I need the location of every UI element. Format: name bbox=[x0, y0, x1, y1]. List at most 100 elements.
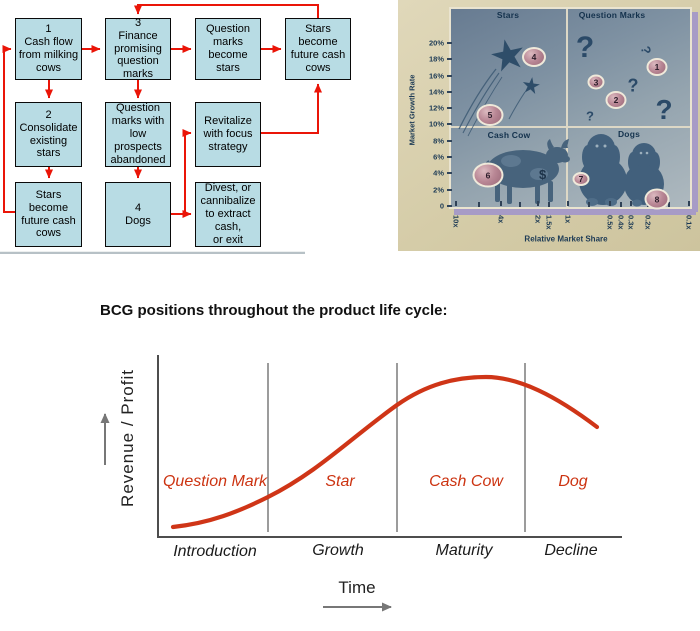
flow-box-dogs: 4 Dogs bbox=[105, 182, 171, 247]
y-tick: 12% bbox=[428, 103, 444, 113]
y-tick: 14% bbox=[428, 87, 444, 97]
bubble-4: 4 bbox=[522, 47, 546, 67]
flow-box-label: 1 Cash flow from milking cows bbox=[18, 23, 79, 74]
flow-box-label: Revitalize with focus strategy bbox=[203, 115, 253, 153]
x-tick: 0.3x bbox=[626, 215, 636, 230]
y-tick-mark bbox=[447, 189, 452, 191]
flow-box-label: 4 Dogs bbox=[125, 201, 151, 227]
y-tick-mark bbox=[447, 75, 452, 77]
flow-box-label: Stars become future cash cows bbox=[21, 188, 76, 240]
bcg-matrix-image: $ bbox=[398, 0, 700, 251]
bubble-label: 3 bbox=[593, 77, 599, 87]
flow-box-finance-question-marks: 3 Finance promising question marks bbox=[105, 16, 171, 81]
x-tick: 1.5x bbox=[544, 215, 554, 230]
y-tick: 0 bbox=[439, 201, 444, 211]
y-tick: 20% bbox=[428, 38, 444, 48]
x-tick-mark bbox=[548, 202, 550, 207]
y-tick-mark bbox=[447, 205, 452, 207]
x-tick: 1x bbox=[563, 215, 573, 224]
dollar-sign-on-cow: $ bbox=[539, 167, 547, 182]
y-tick-mark bbox=[447, 42, 452, 44]
arrow-top-loop bbox=[134, 4, 319, 18]
x-tick: 0.5x bbox=[605, 215, 615, 230]
question-mark-glyph: ? bbox=[575, 31, 595, 64]
flow-box-label: 2 Consolidate existing stars bbox=[19, 108, 78, 160]
y-tick-mark bbox=[447, 123, 452, 125]
y-tick: 16% bbox=[428, 71, 444, 81]
flow-box-label: Question marks with low prospects abando… bbox=[110, 102, 166, 166]
stage-label-cash-cow: Cash Cow bbox=[429, 473, 503, 490]
bubble-3: 3 bbox=[587, 74, 605, 90]
flow-box-label: 3 Finance promising question marks bbox=[114, 16, 162, 81]
x-tick-mark bbox=[609, 201, 611, 206]
star-icon-small bbox=[522, 77, 540, 94]
stage-label-star: Star bbox=[325, 473, 355, 490]
quadrant-title-stars: Stars bbox=[496, 10, 520, 20]
market-growth-rate-label: Market Growth Rate bbox=[407, 74, 417, 146]
phase-label-maturity: Maturity bbox=[435, 542, 493, 559]
flow-box-question-marks-become-stars: Question marks become stars bbox=[195, 18, 261, 80]
x-tick-mark bbox=[500, 201, 502, 206]
y-tick-mark bbox=[447, 107, 452, 109]
flow-box-stars-future-cash-cows-top: Stars become future cash cows bbox=[285, 18, 351, 80]
lifecycle-curve bbox=[170, 374, 600, 530]
flow-box-divest-exit: Divest, or cannibalize to extract cash, … bbox=[195, 182, 261, 247]
flow-box-label: Stars become future cash cows bbox=[290, 23, 346, 74]
flow-box-label: Divest, or cannibalize to extract cash, … bbox=[200, 182, 256, 246]
stage-label-question-mark: Question Mark bbox=[162, 473, 268, 490]
cow-icon bbox=[482, 139, 570, 204]
quadrant-divider-horizontal bbox=[451, 126, 690, 128]
bubble-8: 8 bbox=[644, 188, 670, 210]
x-tick-mark bbox=[630, 201, 632, 206]
flow-box-cash-flow-milking-cows: 1 Cash flow from milking cows bbox=[15, 18, 82, 80]
y-tick-mark bbox=[447, 156, 452, 158]
bubble-label: 6 bbox=[485, 170, 491, 180]
bubble-2: 2 bbox=[605, 91, 627, 109]
separator-line bbox=[0, 252, 305, 254]
plot-shadow-right bbox=[692, 12, 698, 212]
revenue-profit-label: Revenue / Profit bbox=[118, 369, 137, 507]
quadrant-title-question-marks: Question Marks bbox=[578, 10, 646, 20]
x-tick-mark bbox=[537, 201, 539, 206]
question-mark-glyph: ? bbox=[627, 75, 639, 96]
y-tick-mark bbox=[447, 58, 452, 60]
x-tick-mark bbox=[588, 202, 590, 207]
bubble-5: 5 bbox=[476, 104, 504, 126]
quadrant-title-cash-cow: Cash Cow bbox=[487, 130, 531, 140]
x-tick-mark bbox=[620, 202, 622, 207]
x-tick-mark bbox=[478, 202, 480, 207]
x-tick: 0.2x bbox=[643, 215, 653, 230]
y-tick-mark bbox=[447, 140, 452, 142]
bubble-label: 1 bbox=[654, 62, 660, 72]
time-label: Time bbox=[338, 578, 376, 597]
y-tick-mark bbox=[447, 91, 452, 93]
lifecycle-title: BCG positions throughout the product lif… bbox=[100, 302, 448, 319]
y-tick: 10% bbox=[428, 119, 444, 129]
y-tick: 6% bbox=[433, 152, 444, 162]
question-mark-glyph: ? bbox=[586, 108, 594, 124]
bubble-7: 7 bbox=[572, 172, 590, 186]
arrow-left-loop bbox=[2, 45, 15, 213]
flow-box-stars-future-cash-cows-left: Stars become future cash cows bbox=[15, 182, 82, 247]
bubble-6: 6 bbox=[472, 162, 504, 188]
arrow-revitalize-to-future bbox=[261, 83, 322, 134]
phase-label-introduction: Introduction bbox=[173, 543, 257, 560]
x-tick-mark bbox=[455, 201, 457, 206]
bubble-label: 2 bbox=[613, 95, 619, 105]
phase-label-growth: Growth bbox=[312, 542, 364, 559]
x-tick: 0.1x bbox=[684, 215, 694, 230]
x-tick-mark bbox=[519, 202, 521, 207]
x-tick-mark bbox=[567, 201, 569, 206]
bubble-1: 1 bbox=[646, 58, 668, 76]
question-mark-glyph: ? bbox=[655, 94, 673, 125]
y-tick-mark bbox=[447, 172, 452, 174]
bcg-decor-graphics: $ bbox=[458, 39, 664, 207]
x-tick-mark bbox=[668, 202, 670, 207]
plot-shadow-bottom bbox=[454, 209, 696, 215]
phase-label-decline: Decline bbox=[544, 542, 598, 559]
x-tick-mark bbox=[688, 201, 690, 206]
quadrant-title-dogs: Dogs bbox=[617, 129, 641, 139]
star-icon bbox=[491, 39, 523, 72]
flow-box-revitalize-focus: Revitalize with focus strategy bbox=[195, 102, 261, 167]
